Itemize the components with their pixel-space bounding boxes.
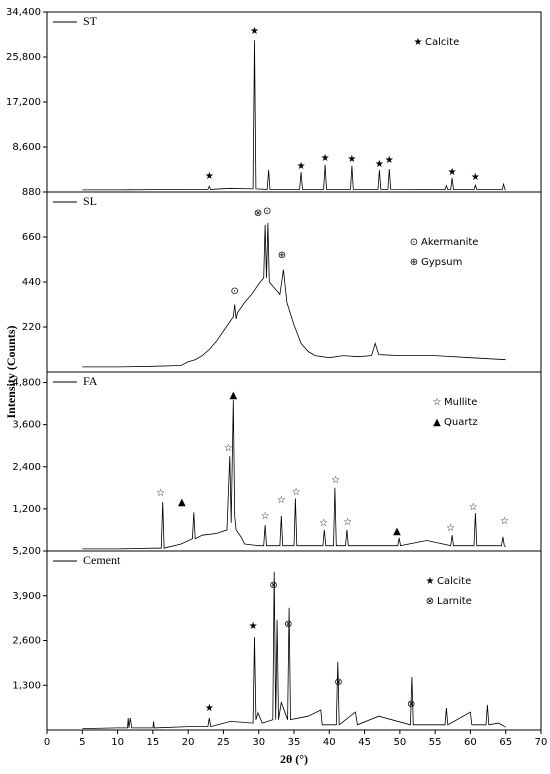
legend-label: ST [83,14,98,28]
peak-marker: ☆ [446,523,455,534]
peak-marker: ☆ [469,502,478,513]
phase-symbol: ⊙ [410,237,418,248]
phase-symbol: ★ [414,37,423,48]
phase-symbol: ▲ [433,417,441,428]
legend-label: SL [83,194,97,208]
peak-marker: ⊗ [284,619,292,630]
peak-marker: ☆ [292,487,301,498]
peak-marker: ☆ [224,443,233,454]
y-tick-label: 4,800 [12,378,41,389]
phase-name: Larnite [437,596,472,607]
y-tick-label: 2,600 [12,636,41,647]
x-tick-label: 60 [464,737,477,748]
x-tick-label: 25 [217,737,230,748]
x-tick-label: 0 [44,737,50,748]
peak-marker: ⊙ [231,286,239,297]
peak-marker: ⊙ [263,206,271,217]
y-tick-label: 3,900 [12,591,41,602]
legend-label: FA [83,374,98,388]
peak-marker: ⊗ [269,580,277,591]
x-tick-label: 65 [499,737,512,748]
phase-symbol: ☆ [433,397,442,408]
y-axis-label: Intensity (Counts) [4,325,18,418]
y-tick-label: 2,400 [12,462,41,473]
x-tick-label: 15 [146,737,159,748]
legend-label: Cement [83,553,121,567]
y-tick-label: 8,600 [12,142,41,153]
phase-symbol: ⊗ [426,596,434,607]
peak-marker: ★ [385,155,394,166]
y-tick-label: 25,800 [6,52,41,63]
peak-marker: ★ [205,171,214,182]
peak-marker: ★ [205,703,214,714]
x-tick-label: 35 [288,737,301,748]
x-tick-label: 30 [252,737,265,748]
peak-marker: ★ [249,621,258,632]
x-tick-label: 10 [111,737,124,748]
phase-name: Akermanite [421,237,478,248]
x-tick-label: 40 [323,737,336,748]
x-tick-label: 5 [79,737,85,748]
peak-marker: ☆ [277,495,286,506]
peak-marker: ☆ [343,517,352,528]
peak-marker: ▲ [393,526,401,537]
y-tick-label: 3,600 [12,420,41,431]
peak-marker: ★ [471,172,480,183]
plot-frame [46,191,542,373]
series-line [82,571,506,729]
phase-name: Gypsum [421,257,462,268]
peak-marker: ★ [321,153,330,164]
peak-marker: ★ [375,159,384,170]
peak-marker: ☆ [261,511,270,522]
x-tick-label: 70 [535,737,548,748]
peak-marker: ★ [297,161,306,172]
peak-marker: ★ [250,26,259,37]
y-tick-label: 1,300 [12,680,41,691]
x-tick-label: 55 [429,737,442,748]
peak-marker: ⊗ [407,699,415,710]
y-tick-label: 17,200 [6,97,41,108]
peak-marker: ☆ [331,475,340,486]
phase-name: Quartz [444,417,478,428]
peak-marker: ☆ [156,488,165,499]
peak-marker: ★ [448,167,457,178]
plot-frame [46,11,542,193]
y-tick-label: 440 [22,277,41,288]
y-tick-label: 880 [22,187,41,198]
y-tick-label: 1,200 [12,504,41,515]
y-tick-label: 5,200 [12,546,41,557]
x-axis-label: 2θ (°) [280,752,308,766]
x-tick-label: 45 [358,737,371,748]
peak-marker: ★ [347,154,356,165]
y-tick-label: 660 [22,232,41,243]
phase-symbol: ⊕ [410,257,418,268]
peak-marker: ⊕ [278,250,286,261]
phase-name: Mullite [444,397,477,408]
phase-symbol: ★ [426,576,435,587]
peak-marker: ⊗ [254,208,262,219]
series-line [82,40,506,191]
series-line [82,400,506,550]
series-line [82,222,506,368]
peak-marker: ▲ [229,390,237,401]
peak-marker: ▲ [178,497,186,508]
peak-marker: ☆ [500,516,509,527]
peak-marker: ☆ [319,518,328,529]
y-tick-label: 220 [22,322,41,333]
x-tick-label: 50 [393,737,406,748]
x-tick-label: 20 [182,737,195,748]
y-tick-label: 34,400 [6,7,41,18]
phase-name: Calcite [425,37,459,48]
peak-marker: ⊗ [334,677,342,688]
phase-name: Calcite [437,576,471,587]
